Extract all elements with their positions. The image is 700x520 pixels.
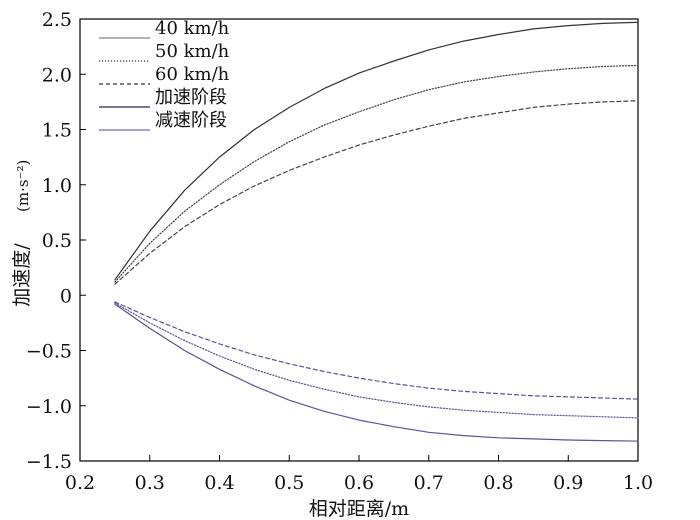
x-tick-label: 1.0 [623, 472, 653, 494]
x-axis-title: 相对距离/m [309, 498, 409, 520]
x-tick-label: 0.9 [553, 472, 583, 494]
series-line-60km-h-decel [114, 301, 639, 400]
y-tick-label: 2.5 [42, 9, 72, 31]
y-tick-label: 0.5 [42, 230, 72, 252]
series-line-50km-h-decel [114, 302, 639, 419]
x-tick-label: 0.8 [483, 472, 513, 494]
legend-item: 60 km/h [99, 64, 230, 85]
plot-frame [79, 18, 639, 462]
x-tick-label: 0.5 [274, 472, 304, 494]
ticks-layer: 0.2 0.3 0.4 0.5 0.6 0.7 0.8 0.9 1.0 −1.5 −1.0 −0.5 0… [26, 9, 653, 494]
y-tick-label: −1.0 [26, 396, 72, 418]
legend-item: 40 km/h [99, 18, 230, 39]
series-layer [114, 21, 639, 442]
y-axis-title-unit: (m·s⁻²) [14, 160, 32, 212]
legend-item: 50 km/h [99, 41, 230, 62]
legend-label: 40 km/h [155, 18, 230, 39]
plot-area [79, 18, 639, 462]
y-tick-label: 1.0 [42, 175, 72, 197]
series-line-50km-h-accel [114, 64, 639, 283]
y-tick-label: −1.5 [26, 451, 72, 473]
x-tick-label: 0.2 [65, 472, 95, 494]
y-axis-title: 加速度/ (m·s⁻²) [11, 160, 33, 307]
y-tick-label: 1.5 [42, 120, 72, 142]
y-tick-label: 2.0 [42, 64, 72, 86]
series-line-40km-h-accel [114, 21, 639, 281]
legend-item: 加速阶段 [99, 87, 227, 108]
series-line-60km-h-accel [114, 100, 639, 285]
x-tick-label: 0.7 [414, 472, 444, 494]
legend-label: 60 km/h [155, 64, 230, 85]
series-line-40km-h-decel [114, 303, 639, 442]
y-tick-label: −0.5 [26, 341, 72, 363]
legend-label: 减速阶段 [155, 110, 227, 131]
x-tick-label: 0.3 [135, 472, 165, 494]
x-tick-label: 0.4 [204, 472, 234, 494]
legend-label: 50 km/h [155, 41, 230, 62]
y-axis-title-main: 加速度/ [11, 243, 33, 307]
legend-label: 加速阶段 [155, 87, 227, 108]
x-tick-label: 0.6 [344, 472, 374, 494]
y-tick-label: 0 [60, 285, 72, 307]
legend-item: 减速阶段 [99, 110, 227, 131]
